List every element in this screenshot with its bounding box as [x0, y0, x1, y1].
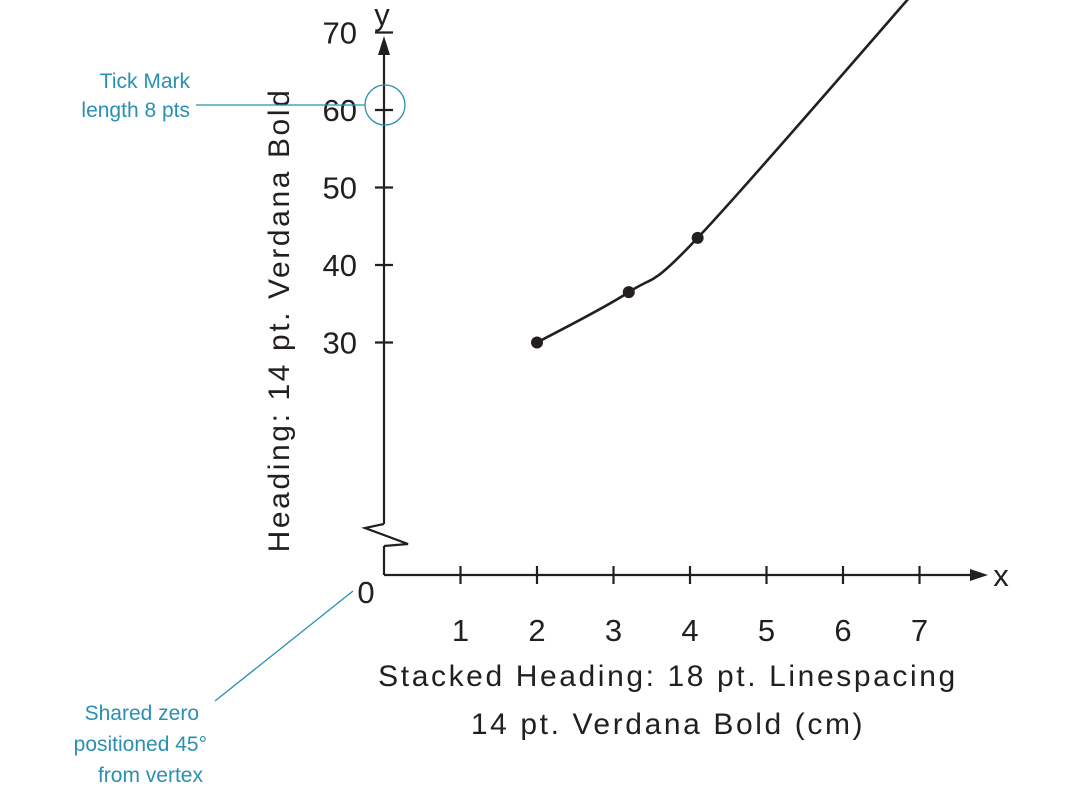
shared-zero-leader-line — [214, 590, 354, 702]
y-tick-label-60: 60 — [323, 93, 357, 128]
y-tick-label-30: 30 — [323, 326, 357, 361]
x-axis-title-line-2: 14 pt. Verdana Bold (cm) — [471, 708, 865, 741]
x-tick-label-6: 6 — [834, 613, 851, 648]
shared-zero-annotation-line-3: from vertex — [98, 764, 204, 787]
x-tick-label-7: 7 — [911, 613, 928, 648]
y-axis-arrowhead — [378, 36, 390, 55]
y-tick-label-40: 40 — [323, 248, 357, 283]
x-axis-title-line-1: Stacked Heading: 18 pt. Linespacing — [378, 660, 958, 693]
data-point-3 — [691, 231, 704, 244]
x-axis-letter: x — [993, 558, 1009, 593]
x-tick-label-5: 5 — [758, 613, 775, 648]
axes — [361, 36, 988, 581]
y-axis-letter: y — [374, 0, 390, 32]
data-point-2 — [622, 286, 635, 299]
x-tick-label-4: 4 — [681, 613, 698, 648]
x-axis-arrowhead — [970, 569, 988, 581]
tick-mark-annotation: Tick Mark length 8 pts — [81, 70, 406, 126]
x-tick-label-2: 2 — [528, 613, 545, 648]
shared-zero-annotation-line-1: Shared zero — [85, 702, 199, 725]
shared-zero-annotation: Shared zero positioned 45° from vertex — [74, 590, 354, 787]
shared-zero-annotation-line-2: positioned 45° — [74, 733, 207, 756]
x-tick-label-1: 1 — [452, 613, 469, 648]
x-tick-label-3: 3 — [605, 613, 622, 648]
y-axis-title: Heading: 14 pt. Verdana Bold — [263, 88, 296, 553]
y-ticks: 304050607080 — [323, 16, 393, 361]
y-axis-break — [361, 522, 409, 548]
y-tick-label-70: 70 — [323, 16, 357, 51]
data-points — [531, 231, 704, 349]
data-line — [536, 0, 909, 344]
tick-mark-annotation-line-2: length 8 pts — [81, 99, 190, 122]
zero-label: 0 — [357, 575, 374, 610]
data-point-1 — [531, 336, 543, 349]
x-ticks: 1 2 3 4 5 6 7 — [452, 566, 928, 648]
y-tick-label-50: 50 — [323, 171, 357, 206]
tick-mark-annotation-line-1: Tick Mark — [100, 70, 191, 93]
